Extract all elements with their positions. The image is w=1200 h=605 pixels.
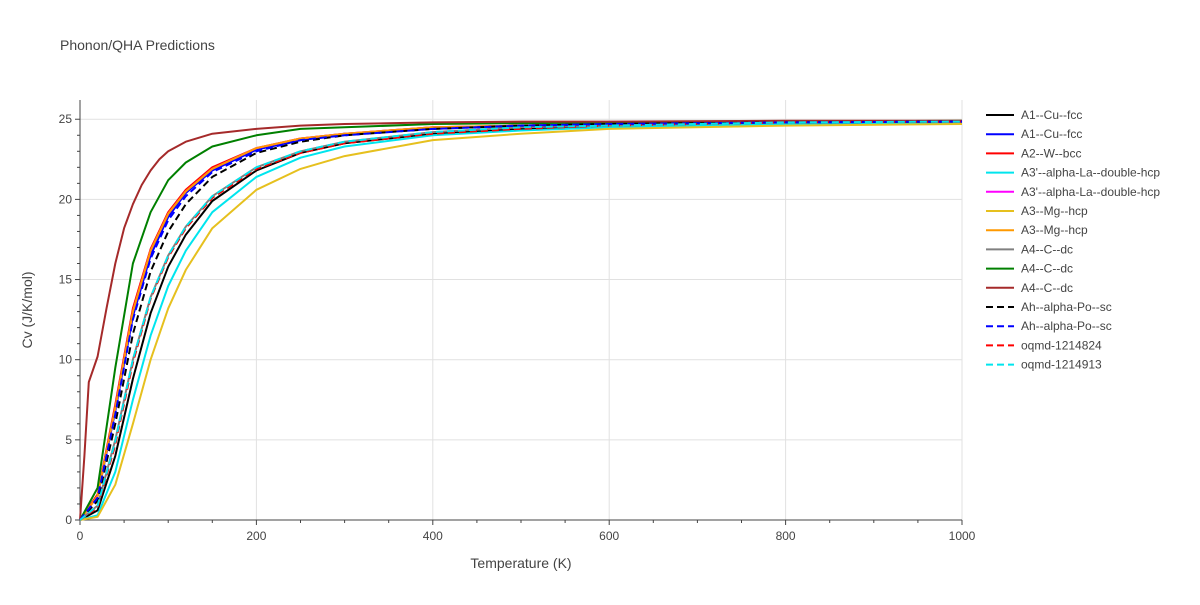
legend-label: A4--C--dc xyxy=(1021,242,1073,256)
legend-item[interactable]: oqmd-1214913 xyxy=(986,358,1102,372)
series-group xyxy=(79,119,963,521)
legend-label: oqmd-1214913 xyxy=(1021,358,1102,372)
series-line-12 xyxy=(79,120,963,521)
series-line-1 xyxy=(79,120,963,521)
legend: A1--Cu--fcc A1--Cu--fcc A2--W--bcc A3'--alp… xyxy=(986,108,1160,372)
legend-label: Ah--alpha-Po--sc xyxy=(1021,300,1112,314)
x-tick-label: 200 xyxy=(246,529,266,543)
x-axis-title: Temperature (K) xyxy=(470,555,571,571)
legend-label: A4--C--dc xyxy=(1021,281,1073,295)
legend-label: oqmd-1214824 xyxy=(1021,338,1102,352)
x-tick-label: 800 xyxy=(776,529,796,543)
legend-label: A3'--alpha-La--double-hcp xyxy=(1021,166,1160,180)
legend-label: A1--Cu--fcc xyxy=(1021,108,1082,122)
series-line-6 xyxy=(79,123,963,521)
series-line-8 xyxy=(79,120,963,521)
y-tick-label: 5 xyxy=(65,433,72,447)
legend-item[interactable]: A4--C--dc xyxy=(986,262,1073,276)
axes xyxy=(75,100,963,525)
legend-item[interactable]: A3--Mg--hcp xyxy=(986,223,1088,237)
legend-item[interactable]: A4--C--dc xyxy=(986,242,1073,256)
x-tick-label: 600 xyxy=(599,529,619,543)
legend-item[interactable]: A1--Cu--fcc xyxy=(986,127,1082,141)
series-line-10 xyxy=(79,119,962,521)
legend-item[interactable]: A1--Cu--fcc xyxy=(986,108,1082,122)
legend-item[interactable]: oqmd-1214824 xyxy=(986,338,1102,352)
legend-item[interactable]: Ah--alpha-Po--sc xyxy=(986,319,1112,333)
y-tick-label: 15 xyxy=(59,273,73,287)
chart-title: Phonon/QHA Predictions xyxy=(60,37,215,53)
tick-labels: 0 200 400 600 800 1000 0 5 10 15 20 25 xyxy=(59,112,976,543)
series-line-9 xyxy=(79,119,963,521)
series-line-5 xyxy=(79,120,963,521)
legend-item[interactable]: A2--W--bcc xyxy=(986,146,1081,160)
legend-item[interactable]: A3--Mg--hcp xyxy=(986,204,1088,218)
series-line-2 xyxy=(79,120,963,521)
x-tick-label: 400 xyxy=(423,529,443,543)
legend-label: A3--Mg--hcp xyxy=(1021,204,1088,218)
legend-item[interactable]: Ah--alpha-Po--sc xyxy=(986,300,1112,314)
grid xyxy=(80,100,963,520)
series-line-7 xyxy=(79,120,963,521)
x-tick-label: 1000 xyxy=(949,529,976,543)
y-tick-label: 10 xyxy=(59,353,73,367)
legend-label: A4--C--dc xyxy=(1021,262,1073,276)
y-tick-label: 0 xyxy=(65,513,72,527)
series-line-14 xyxy=(79,120,963,521)
series-line-3 xyxy=(79,120,963,521)
series-line-13 xyxy=(79,120,963,521)
y-tick-label: 20 xyxy=(59,192,73,206)
legend-item[interactable]: A3'--alpha-La--double-hcp xyxy=(986,166,1160,180)
legend-label: Ah--alpha-Po--sc xyxy=(1021,319,1112,333)
y-tick-label: 25 xyxy=(59,112,73,126)
legend-label: A3--Mg--hcp xyxy=(1021,223,1088,237)
y-axis-title: Cv (J/K/mol) xyxy=(19,272,35,349)
legend-label: A3'--alpha-La--double-hcp xyxy=(1021,185,1160,199)
legend-item[interactable]: A4--C--dc xyxy=(986,281,1073,295)
legend-label: A2--W--bcc xyxy=(1021,146,1081,160)
x-tick-label: 0 xyxy=(77,529,84,543)
legend-label: A1--Cu--fcc xyxy=(1021,127,1082,141)
legend-item[interactable]: A3'--alpha-La--double-hcp xyxy=(986,185,1160,199)
series-line-11 xyxy=(79,120,963,521)
series-line-4 xyxy=(79,121,963,521)
